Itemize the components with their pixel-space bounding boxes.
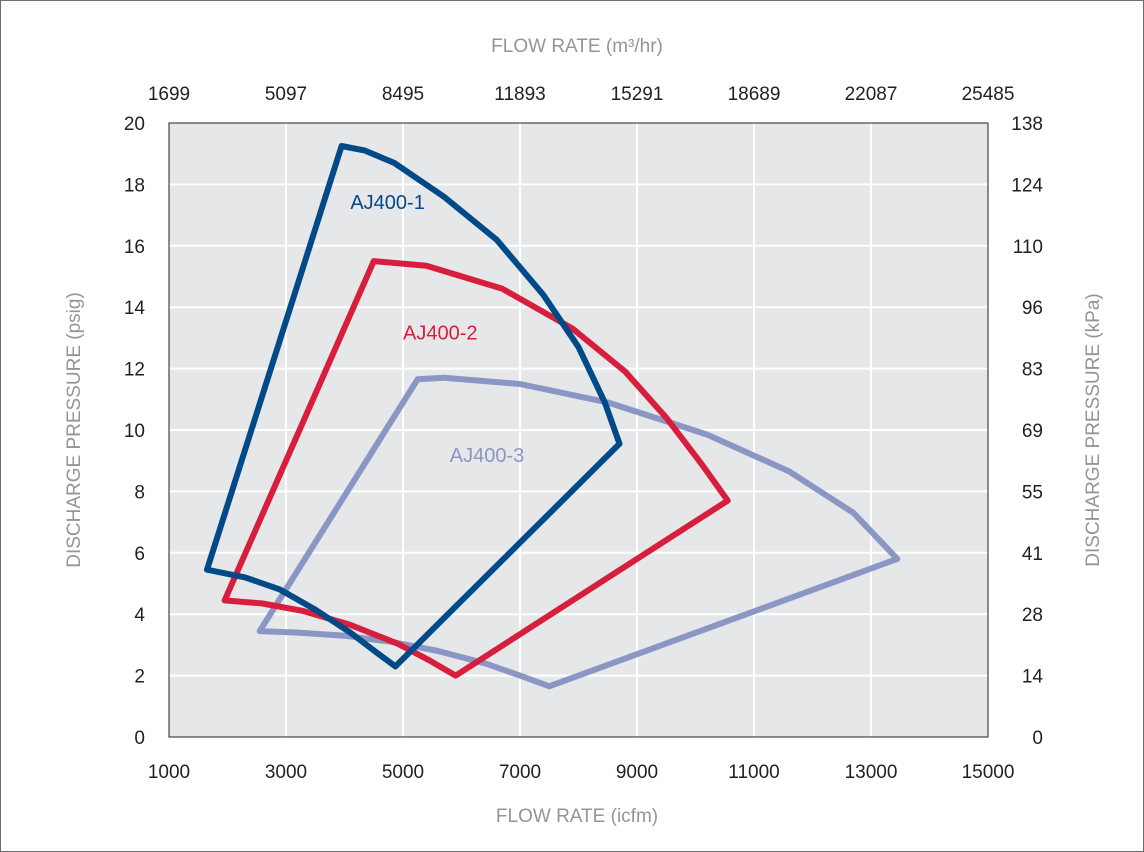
series-aj400-1-outline — [204, 143, 623, 670]
y-left-tick-label: 6 — [134, 544, 145, 565]
y-right-tick-label: 69 — [1022, 421, 1043, 442]
x-top-tick-label: 22087 — [845, 84, 898, 105]
y-left-tick-label: 14 — [124, 298, 146, 319]
y-right-tick-label: 0 — [1032, 728, 1043, 749]
series-layer: AJ400-1 AJ400-2 AJ400-3 — [204, 143, 901, 690]
y-axis-left-title: DISCHARGE PRESSURE (psig) — [64, 292, 85, 568]
y-left-tick-label: 0 — [134, 728, 145, 749]
y-right-tick-label: 96 — [1022, 298, 1043, 319]
x-top-tick-label: 18689 — [728, 84, 781, 105]
x-bottom-tick-label: 1000 — [148, 762, 190, 783]
y-right-tick-label: 28 — [1022, 605, 1043, 626]
series-aj400-3-outline — [256, 374, 901, 690]
x-bottom-tick-label: 3000 — [265, 762, 307, 783]
y-right-tick-label: 110 — [1013, 237, 1043, 258]
x-axis-top-ticks: 1699 5097 8495 11893 15291 18689 22087 25485 — [148, 84, 1015, 105]
y-axis-left-ticks: 0 2 4 6 8 10 12 14 16 18 20 — [124, 114, 146, 749]
y-left-tick-label: 18 — [124, 175, 145, 196]
x-top-tick-label: 8495 — [382, 84, 424, 105]
x-bottom-tick-label: 7000 — [499, 762, 541, 783]
y-right-tick-label: 14 — [1022, 667, 1044, 688]
y-left-tick-label: 20 — [124, 114, 145, 135]
x-bottom-tick-label: 13000 — [845, 762, 898, 783]
plot-border — [168, 122, 989, 738]
x-bottom-tick-label: 11000 — [728, 762, 779, 783]
x-axis-bottom-title: FLOW RATE (icfm) — [496, 806, 658, 827]
x-axis-bottom-ticks: 1000 3000 5000 7000 9000 11000 13000 15000 — [148, 762, 1015, 783]
x-bottom-tick-label: 5000 — [382, 762, 424, 783]
y-axis-right-ticks: 0 14 28 41 55 69 83 96 110 124 138 — [1011, 114, 1043, 749]
y-right-tick-label: 138 — [1011, 114, 1043, 135]
x-top-tick-label: 25485 — [962, 84, 1015, 105]
y-left-tick-label: 12 — [124, 360, 145, 381]
y-left-tick-label: 2 — [134, 667, 145, 688]
y-left-tick-label: 8 — [134, 482, 145, 503]
series-aj400-2-label: AJ400-2 — [403, 322, 478, 344]
x-bottom-tick-label: 15000 — [962, 762, 1015, 783]
y-right-tick-label: 55 — [1022, 482, 1043, 503]
x-bottom-tick-label: 9000 — [616, 762, 658, 783]
series-aj400-1-label: AJ400-1 — [350, 192, 425, 214]
y-right-tick-label: 83 — [1022, 360, 1043, 381]
x-top-tick-label: 11893 — [494, 84, 545, 105]
y-right-tick-label: 124 — [1011, 175, 1043, 196]
y-axis-right-title: DISCHARGE PRESSURE (kPa) — [1083, 293, 1104, 566]
y-left-tick-label: 16 — [124, 237, 145, 258]
series-aj400-3-label: AJ400-3 — [450, 445, 525, 467]
y-left-tick-label: 10 — [124, 421, 145, 442]
x-top-tick-label: 1699 — [148, 84, 190, 105]
x-top-tick-label: 5097 — [265, 84, 307, 105]
x-top-tick-label: 15291 — [611, 84, 664, 105]
y-left-tick-label: 4 — [134, 605, 145, 626]
x-axis-top-title: FLOW RATE (m³/hr) — [491, 36, 663, 57]
y-right-tick-label: 41 — [1022, 544, 1043, 565]
